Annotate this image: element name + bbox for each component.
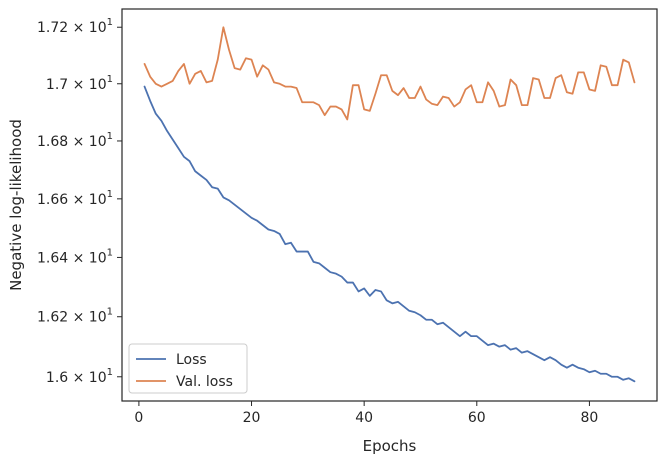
y-axis-label: Negative log-likelihood bbox=[7, 119, 25, 291]
y-tick-label: 1.62 × 101 bbox=[37, 307, 113, 326]
y-tick-label: 1.72 × 101 bbox=[37, 17, 113, 36]
y-tick-label: 1.68 × 101 bbox=[37, 131, 113, 150]
series-line-loss bbox=[143, 85, 636, 383]
y-tick-label: 1.64 × 101 bbox=[37, 247, 113, 266]
x-tick-label: 0 bbox=[134, 410, 143, 426]
y-tick-label: 1.6 × 101 bbox=[46, 367, 113, 386]
plot-area bbox=[121, 8, 658, 402]
y-axis: 1.6 × 101 1.62 × 101 1.64 × 101 1.66 × 101 1… bbox=[37, 17, 122, 386]
y-tick-label: 1.7 × 101 bbox=[46, 74, 113, 93]
x-tick-label: 40 bbox=[355, 410, 373, 426]
legend-label-val-loss: Val. loss bbox=[176, 374, 233, 390]
x-axis-label: Epochs bbox=[363, 437, 417, 455]
x-tick-label: 80 bbox=[581, 410, 599, 426]
y-tick-label: 1.66 × 101 bbox=[37, 189, 113, 208]
x-axis: 0 20 40 60 80 bbox=[134, 401, 598, 426]
series-lines bbox=[143, 26, 636, 383]
legend: Loss Val. loss bbox=[128, 343, 248, 394]
x-tick-label: 20 bbox=[243, 410, 261, 426]
series-line-val-loss bbox=[143, 26, 636, 121]
legend-label-loss: Loss bbox=[176, 352, 207, 368]
x-tick-label: 60 bbox=[468, 410, 486, 426]
